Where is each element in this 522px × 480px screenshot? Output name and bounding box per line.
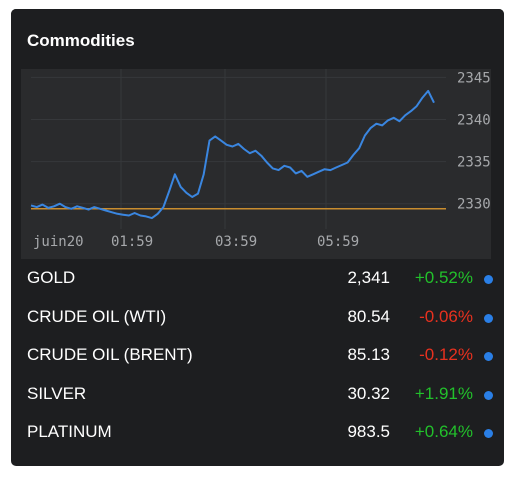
price-chart[interactable]: 2345 2340 2335 2330 juin20 01:59 03:59 05:59 (21, 69, 491, 259)
commodity-price: 80.54 (347, 306, 390, 326)
y-tick-label: 2345 (457, 70, 491, 86)
x-tick-label: 05:59 (317, 234, 359, 250)
commodity-change: +0.52% (414, 268, 473, 287)
commodity-price: 85.13 (347, 345, 390, 364)
commodity-price: 2,341 (347, 268, 390, 287)
commodity-change: -0.06% (419, 306, 473, 326)
commodity-price: 983.5 (347, 422, 390, 441)
y-tick-label: 2340 (457, 113, 491, 129)
status-dot-icon (484, 390, 493, 400)
commodities-list: GOLD 2,341 +0.52% CRUDE OIL (WTI) 80.54 … (11, 259, 504, 452)
status-dot-icon (484, 352, 493, 361)
commodity-name: PLATINUM (27, 422, 112, 441)
status-dot-icon (484, 429, 493, 438)
x-tick-label: 03:59 (215, 234, 257, 250)
x-tick-label: juin20 (33, 234, 84, 250)
price-series-line (30, 89, 435, 220)
commodity-price: 30.32 (347, 383, 390, 403)
commodity-row-crude-oil-wti[interactable]: CRUDE OIL (WTI) 80.54 -0.06% (11, 298, 504, 337)
widget-header: Commodities (11, 9, 504, 69)
commodity-change: -0.12% (419, 345, 473, 364)
commodity-change: +1.91% (414, 383, 473, 403)
status-dot-icon (484, 313, 493, 323)
commodity-row-platinum[interactable]: PLATINUM 983.5 +0.64% (11, 413, 504, 452)
commodity-row-crude-oil-brent[interactable]: CRUDE OIL (BRENT) 85.13 -0.12% (11, 336, 504, 375)
price-chart-svg: 2345 2340 2335 2330 juin20 01:59 03:59 05:59 (30, 69, 491, 250)
y-tick-label: 2335 (457, 155, 491, 171)
commodity-row-gold[interactable]: GOLD 2,341 +0.52% (11, 259, 504, 298)
commodity-row-silver[interactable]: SILVER 30.32 +1.91% (11, 375, 504, 414)
y-tick-label: 2330 (457, 197, 491, 213)
commodity-name: GOLD (27, 268, 76, 287)
x-tick-label: 01:59 (111, 234, 153, 250)
widget-title: Commodities (27, 31, 135, 50)
commodity-name: CRUDE OIL (WTI) (27, 306, 167, 326)
commodity-change: +0.64% (414, 422, 473, 441)
commodity-name: SILVER (27, 383, 87, 403)
status-dot-icon (484, 275, 493, 284)
commodity-name: CRUDE OIL (BRENT) (27, 345, 193, 364)
commodities-widget: Commodities 2345 2340 2335 2330 juin20 01:59 0… (11, 9, 504, 466)
